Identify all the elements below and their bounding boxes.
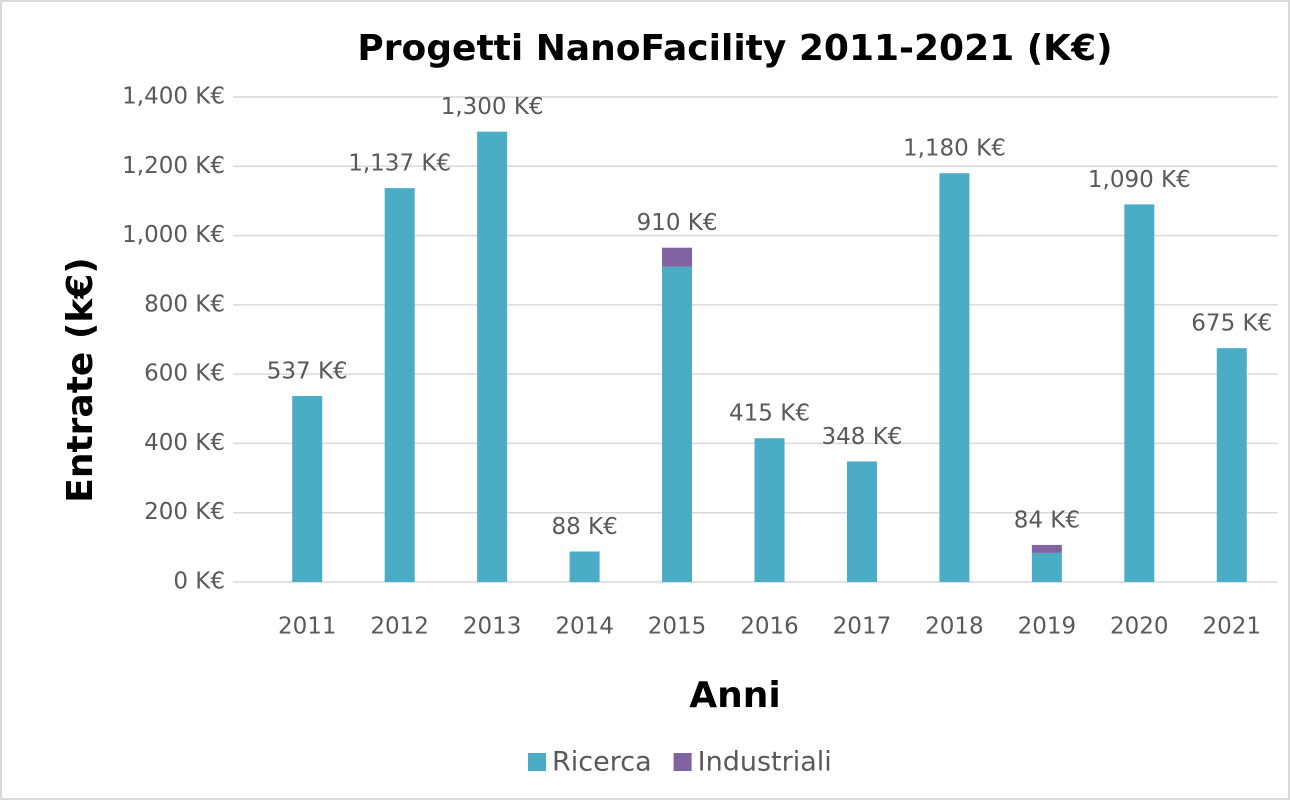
x-tick-label: 2011 (278, 614, 337, 640)
legend-label: Ricerca (552, 747, 652, 778)
data-label: 910 K€ (637, 210, 718, 236)
x-tick-label: 2017 (833, 614, 892, 640)
x-tick-label: 2020 (1110, 614, 1169, 640)
y-tick-label: 800 K€ (144, 291, 225, 317)
data-label: 537 K€ (267, 358, 348, 384)
y-tick-label: 200 K€ (144, 499, 225, 525)
x-tick-label: 2016 (740, 614, 799, 640)
y-tick-label: 400 K€ (144, 430, 225, 456)
bar (1031, 544, 1062, 553)
bar (569, 551, 600, 582)
bar (754, 438, 785, 582)
bar (662, 247, 693, 267)
legend-swatch (528, 753, 546, 771)
x-axis-title: Anni (689, 675, 780, 716)
bar (662, 266, 693, 582)
y-tick-label: 600 K€ (144, 361, 225, 387)
y-tick-label: 1,000 K€ (122, 222, 225, 248)
x-tick-label: 2021 (1202, 614, 1261, 640)
bar (1216, 348, 1247, 582)
data-label: 1,090 K€ (1088, 167, 1191, 193)
legend-swatch (673, 753, 692, 771)
bar (846, 461, 877, 582)
y-tick-label: 1,200 K€ (122, 153, 225, 179)
bar (292, 395, 323, 582)
x-tick-label: 2014 (555, 614, 614, 640)
bar (384, 188, 415, 582)
data-label: 1,137 K€ (348, 151, 451, 177)
y-tick-label: 1,400 K€ (122, 84, 225, 110)
data-label: 675 K€ (1191, 311, 1272, 337)
bar (939, 173, 970, 582)
data-label: 84 K€ (1014, 507, 1080, 533)
legend-label: Industriali (698, 747, 832, 778)
x-tick-label: 2019 (1018, 614, 1077, 640)
data-label: 348 K€ (821, 424, 902, 450)
y-axis-title: Entrate (k€) (60, 257, 101, 503)
bar (477, 131, 508, 582)
x-tick-label: 2012 (370, 614, 429, 640)
data-label: 1,300 K€ (441, 94, 544, 120)
x-tick-label: 2018 (925, 614, 984, 640)
chart-title: Progetti NanoFacility 2011-2021 (K€) (357, 28, 1112, 69)
data-label: 1,180 K€ (903, 136, 1006, 162)
x-tick-label: 2015 (648, 614, 707, 640)
x-tick-label: 2013 (463, 614, 522, 640)
bar (1031, 552, 1062, 582)
data-label: 88 K€ (551, 514, 617, 540)
data-label: 415 K€ (729, 401, 810, 427)
bar (1124, 204, 1155, 582)
y-tick-label: 0 K€ (173, 569, 225, 595)
